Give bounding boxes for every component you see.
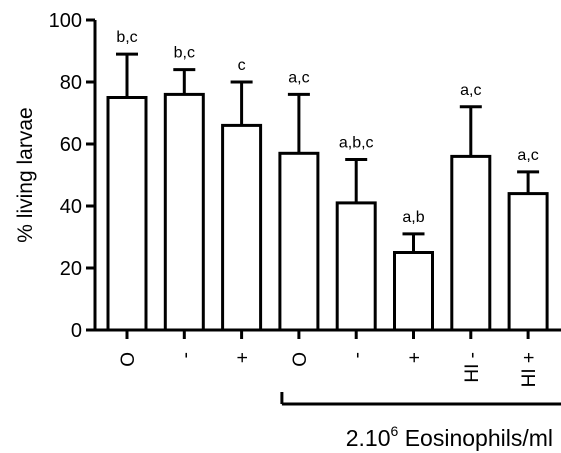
y-tick-label: 20 [60, 258, 82, 280]
bar [278, 151, 320, 332]
significance-label: b,c [116, 29, 137, 46]
group-label: 2.106 Eosinophils/ml [346, 423, 553, 451]
bar [221, 123, 263, 332]
x-tick-label: + [233, 352, 254, 363]
group-bracket: 2.106 Eosinophils/ml [280, 392, 561, 451]
y-tick-label: 100 [49, 10, 82, 32]
bar [335, 201, 377, 332]
x-tick-label: O [118, 352, 139, 367]
y-tick-label: 0 [71, 320, 82, 342]
significance-label: a,b,c [339, 135, 374, 152]
significance-label: a,c [460, 82, 481, 99]
bar [450, 154, 492, 332]
y-axis-label: % living larvae [14, 107, 37, 242]
x-tick-label: + [405, 352, 426, 363]
bar [106, 96, 148, 332]
bar [393, 251, 434, 332]
y-axis: 0 20 40 60 80 100 [49, 10, 97, 342]
bars: b,c b,c c a,c a,b,c a,b a,c a,c [106, 29, 549, 332]
x-tick-label: HI - [462, 352, 483, 383]
bar [163, 92, 205, 332]
significance-label: a,c [288, 69, 309, 86]
x-tick-label: - [347, 352, 368, 358]
x-tick-label: HI + [519, 352, 540, 387]
y-tick-label: 60 [60, 134, 82, 156]
x-tick-label: O [290, 352, 311, 367]
y-tick-label: 80 [60, 72, 82, 94]
y-tick-label: 40 [60, 196, 82, 218]
bar [507, 192, 549, 332]
x-tick-label: - [175, 352, 196, 358]
significance-label: a,b [402, 209, 424, 226]
significance-label: b,c [174, 45, 195, 62]
significance-label: c [238, 57, 246, 74]
significance-label: a,c [517, 147, 538, 164]
x-axis: O - + O - + HI - HI + [94, 328, 561, 387]
